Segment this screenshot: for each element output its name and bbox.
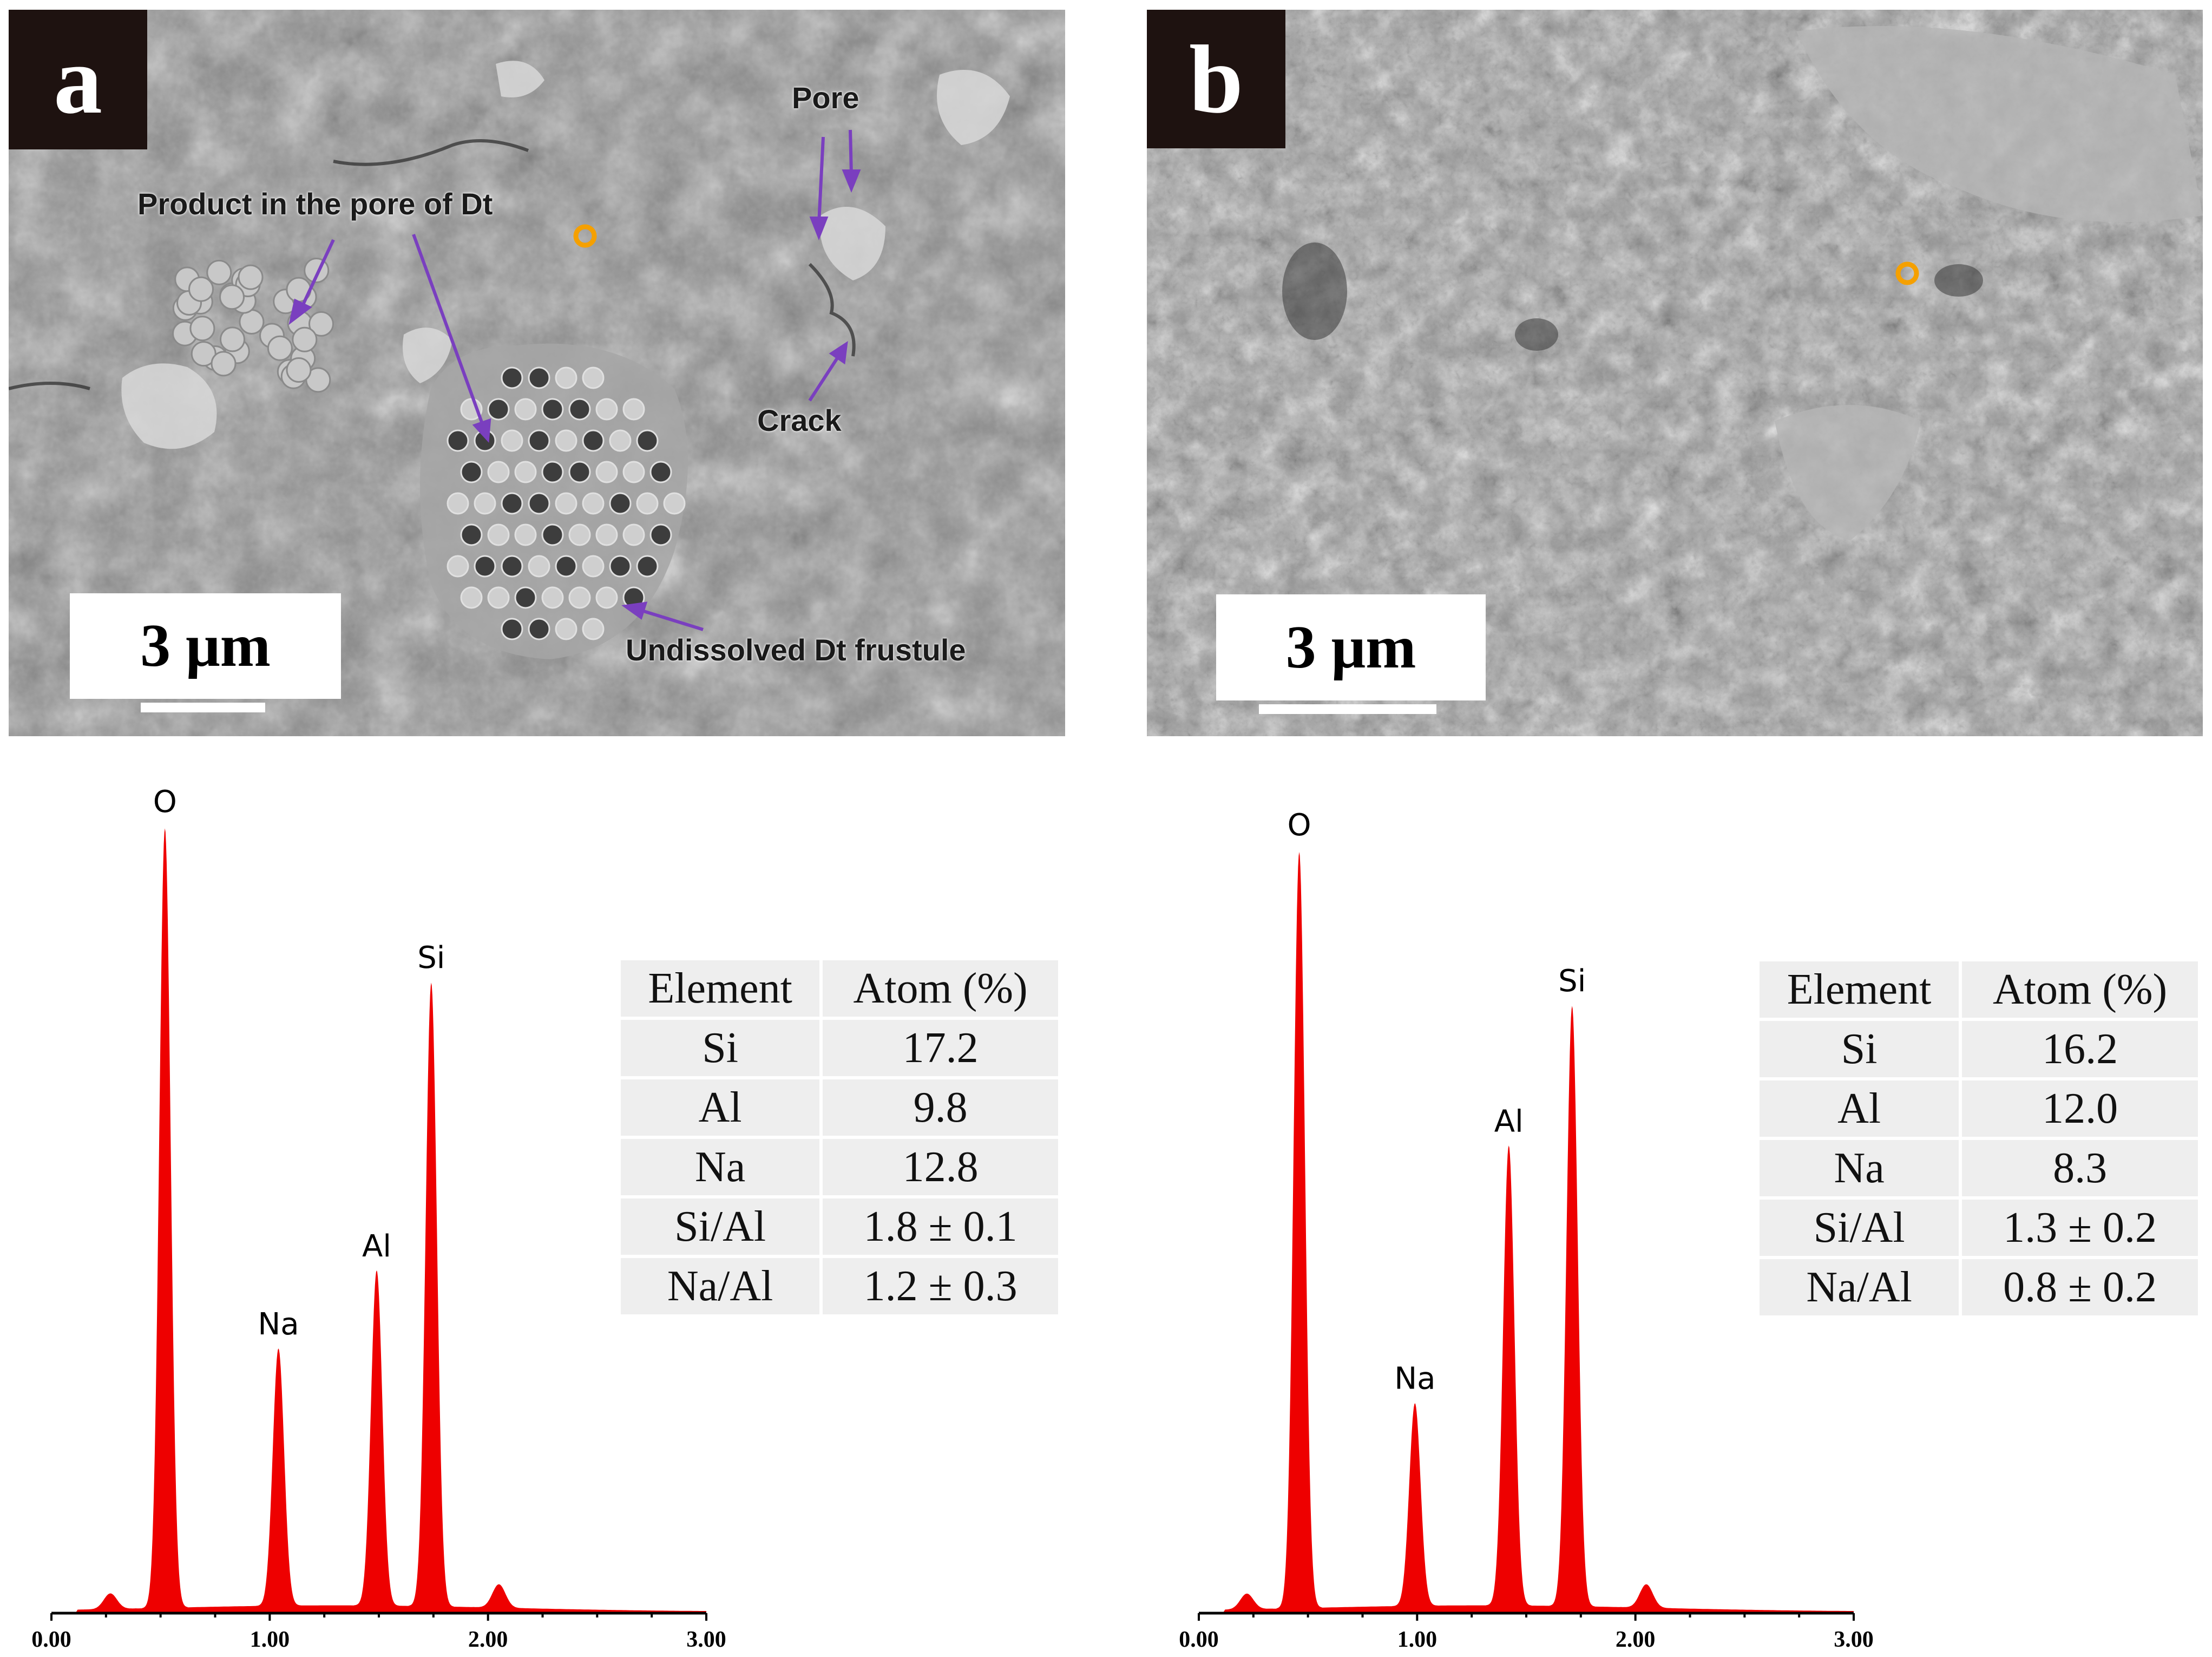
x-ticks-a: 0.00 1.00 2.00 3.00 bbox=[31, 1613, 726, 1652]
x-tick-label: 2.00 bbox=[1616, 1627, 1656, 1652]
annotation-arrows-a bbox=[288, 129, 861, 631]
eds-spectrum-b: O Na Al Si 0.00 1.00 2.00 3.00 bbox=[1179, 808, 1874, 1652]
table-cell: Si/Al bbox=[1760, 1200, 1959, 1256]
spectrum-peak bbox=[1220, 1593, 1274, 1613]
x-tick-label: 3.00 bbox=[1834, 1627, 1874, 1652]
table-cell: Na/Al bbox=[621, 1258, 820, 1314]
x-tick-label: 0.00 bbox=[1179, 1627, 1219, 1652]
annotation-product: Product in the pore of Dt bbox=[137, 187, 493, 221]
table-header: Element bbox=[621, 960, 820, 1017]
sem-image-a: a Pore Product in the pore of Dt Crack U… bbox=[9, 10, 1065, 736]
scale-label-a: 3 μm bbox=[70, 593, 341, 699]
panel-label-b: b bbox=[1147, 10, 1285, 148]
table-header: Atom (%) bbox=[1962, 961, 2198, 1018]
peak-label: Al bbox=[362, 1229, 391, 1264]
spectrum-peak bbox=[472, 1584, 526, 1613]
table-cell: 17.2 bbox=[823, 1020, 1058, 1076]
table-cell: 8.3 bbox=[1962, 1140, 2198, 1196]
table-cell: 0.8 ± 0.2 bbox=[1962, 1259, 2198, 1315]
table-cell: 1.2 ± 0.3 bbox=[823, 1258, 1058, 1314]
scale-bar-a bbox=[141, 703, 265, 712]
table-row: Na 12.8 bbox=[621, 1139, 1058, 1195]
annotation-crack: Crack bbox=[757, 403, 842, 437]
spectrum-background bbox=[51, 1605, 706, 1613]
table-cell: Si bbox=[621, 1020, 820, 1076]
spectrum-peaks-b bbox=[1220, 852, 1673, 1613]
table-cell: Al bbox=[1760, 1080, 1959, 1137]
table-cell: Na bbox=[621, 1139, 820, 1195]
eds-spectrum-a: O Na Al Si 0.00 1.00 2.00 3.00 bbox=[31, 784, 726, 1652]
spectrum-background bbox=[1199, 1605, 1854, 1613]
peak-labels-a: O Na Al Si bbox=[153, 784, 445, 1342]
table-header-row: Element Atom (%) bbox=[621, 960, 1058, 1017]
peak-label: Si bbox=[417, 940, 445, 975]
table-cell: 1.8 ± 0.1 bbox=[823, 1198, 1058, 1255]
spectrum-peak bbox=[408, 983, 454, 1613]
eds-point-marker-b bbox=[1895, 261, 1919, 285]
table-row: Na 8.3 bbox=[1760, 1140, 2198, 1196]
peak-labels-b: O Na Al Si bbox=[1287, 808, 1586, 1396]
table-row: Si 17.2 bbox=[621, 1020, 1058, 1076]
x-tick-label: 1.00 bbox=[1397, 1627, 1438, 1652]
peak-label: Si bbox=[1558, 964, 1586, 999]
scale-bar-b bbox=[1259, 704, 1436, 714]
eds-point-marker-a bbox=[573, 224, 597, 248]
table-row: Si/Al 1.8 ± 0.1 bbox=[621, 1198, 1058, 1255]
panel-label-a: a bbox=[9, 10, 147, 149]
table-header: Atom (%) bbox=[823, 960, 1058, 1017]
table-row: Al 12.0 bbox=[1760, 1080, 2198, 1137]
table-cell: 1.3 ± 0.2 bbox=[1962, 1200, 2198, 1256]
table-cell: 16.2 bbox=[1962, 1021, 2198, 1077]
table-cell: Si bbox=[1760, 1021, 1959, 1077]
sem-texture-a bbox=[9, 10, 1065, 736]
table-row: Si 16.2 bbox=[1760, 1021, 2198, 1077]
annotation-frustule: Undissolved Dt frustule bbox=[626, 633, 966, 667]
table-row: Si/Al 1.3 ± 0.2 bbox=[1760, 1200, 2198, 1256]
table-header-row: Element Atom (%) bbox=[1760, 961, 2198, 1018]
peak-label: O bbox=[1287, 808, 1311, 843]
x-ticks-b: 0.00 1.00 2.00 3.00 bbox=[1179, 1613, 1874, 1652]
table-cell: Al bbox=[621, 1079, 820, 1136]
scale-label-b: 3 μm bbox=[1216, 594, 1486, 700]
spectrum-peak bbox=[1276, 852, 1322, 1613]
spectrum-peak bbox=[1392, 1403, 1438, 1613]
peak-label: Na bbox=[258, 1307, 299, 1342]
x-tick-label: 0.00 bbox=[31, 1627, 71, 1652]
x-tick-label: 2.00 bbox=[468, 1627, 508, 1652]
peak-label: Al bbox=[1494, 1104, 1524, 1139]
composition-table-a: Element Atom (%) Si 17.2 Al 9.8 Na 12.8 Si/… bbox=[618, 957, 1061, 1318]
x-tick-label: 1.00 bbox=[250, 1627, 290, 1652]
peak-label: O bbox=[153, 784, 177, 820]
table-row: Na/Al 1.2 ± 0.3 bbox=[621, 1258, 1058, 1314]
table-cell: Na/Al bbox=[1760, 1259, 1959, 1315]
spectrum-peak bbox=[255, 1348, 301, 1613]
table-cell: 12.8 bbox=[823, 1139, 1058, 1195]
sem-image-b: b 3 μm bbox=[1147, 10, 2203, 736]
sem-texture-b bbox=[1147, 10, 2203, 736]
x-tick-label: 3.00 bbox=[686, 1627, 726, 1652]
spectrum-peak bbox=[1620, 1584, 1673, 1613]
composition-table-b: Element Atom (%) Si 16.2 Al 12.0 Na 8.3 Si/… bbox=[1756, 958, 2201, 1319]
spectrum-peaks-a bbox=[84, 828, 526, 1613]
table-row: Na/Al 0.8 ± 0.2 bbox=[1760, 1259, 2198, 1315]
table-cell: 9.8 bbox=[823, 1079, 1058, 1136]
spectrum-peak bbox=[142, 828, 188, 1613]
table-header: Element bbox=[1760, 961, 1959, 1018]
spectrum-peak bbox=[1486, 1145, 1532, 1613]
table-cell: Si/Al bbox=[621, 1198, 820, 1255]
annotation-pore: Pore bbox=[792, 81, 859, 115]
table-cell: Na bbox=[1760, 1140, 1959, 1196]
table-cell: 12.0 bbox=[1962, 1080, 2198, 1137]
table-row: Al 9.8 bbox=[621, 1079, 1058, 1136]
spectrum-peak bbox=[354, 1270, 399, 1613]
spectrum-peak bbox=[84, 1593, 137, 1613]
peak-label: Na bbox=[1394, 1361, 1435, 1397]
spectrum-peak bbox=[1549, 1006, 1595, 1613]
